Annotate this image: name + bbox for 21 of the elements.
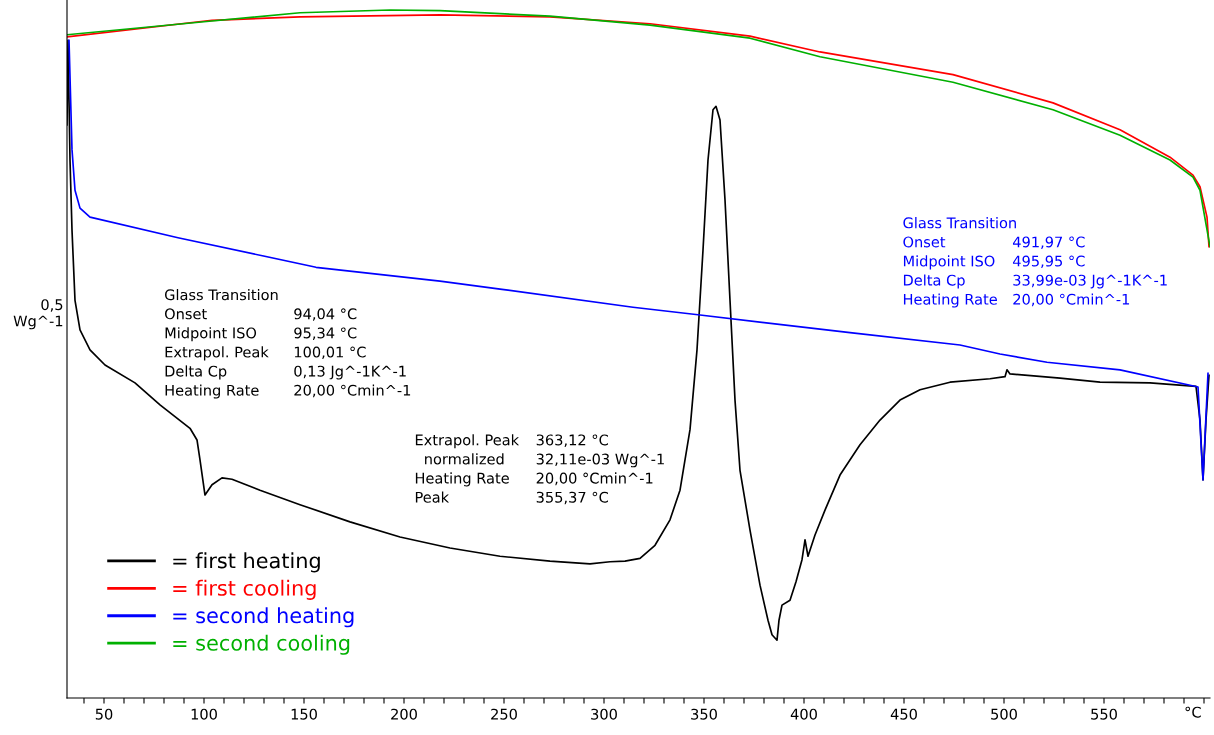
annotation: 94,04 °C 95,34 °C 100,01 °C 0,13 Jg^-1K^-1 20,00 °Cmin^-1 (294, 308, 411, 398)
x-tick-label: 550 (1091, 708, 1117, 720)
x-tick-label: 350 (691, 708, 717, 720)
x-tick-label: 100 (191, 708, 217, 720)
annotation: Glass Transition Onset Midpoint ISO Extrapol. Peak Delta Cp Heating Rate (164, 288, 278, 399)
x-axis-title: °C (1185, 706, 1201, 718)
annotation: 363,12 °C 32,11e-03 Wg^-1 20,00 °Cmin^-1 355,37 °C (536, 434, 664, 505)
x-tick-label: 200 (391, 708, 417, 720)
x-tick-label: 500 (991, 708, 1017, 720)
x-tick-label: 50 (95, 708, 113, 720)
legend-label: = first heating (173, 552, 320, 573)
legend-label: = second cooling (173, 634, 350, 655)
legend-label: = first cooling (173, 579, 316, 600)
x-tick-label: 400 (790, 708, 817, 720)
y-axis-title: 0,5 Wg^-1 (13, 299, 63, 330)
x-tick-label: 450 (890, 708, 917, 720)
annotation: Extrapol. Peak normalized Heating Rate Peak (415, 434, 520, 503)
legend-label: = second heating (173, 607, 354, 628)
x-tick-label: 150 (291, 708, 317, 720)
x-tick-label: 300 (591, 708, 617, 720)
x-tick-label: 250 (491, 708, 517, 720)
